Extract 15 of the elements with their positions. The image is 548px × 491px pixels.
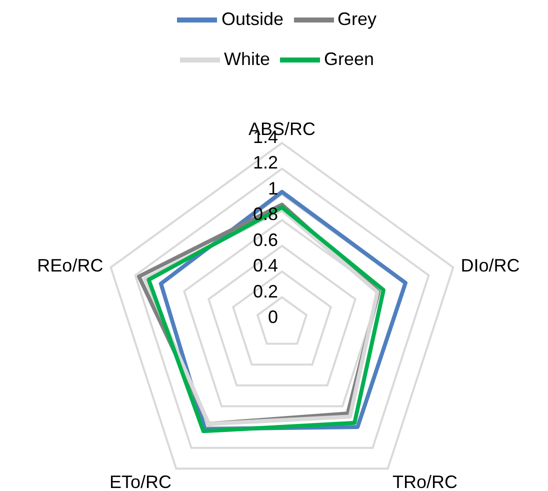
y-tick-label: 1.2	[252, 152, 278, 173]
y-tick-label: 0.8	[252, 204, 278, 224]
spoke-label: TRo/RC	[392, 472, 458, 491]
spoke-label: ETo/RC	[109, 472, 172, 491]
y-tick-label: 0.2	[252, 281, 278, 302]
legend-label: Green	[324, 48, 374, 69]
y-tick-label: 0.6	[252, 230, 278, 250]
legend-label: White	[224, 48, 270, 69]
spoke-label: REo/RC	[37, 255, 104, 276]
spoke-label: DIo/RC	[460, 255, 520, 276]
y-tick-label: 0.4	[252, 256, 278, 276]
legend-label: Outside	[221, 8, 284, 29]
legend-label: Grey	[338, 8, 377, 29]
y-tick-label: 1	[268, 178, 278, 198]
y-tick-label: 0	[268, 307, 278, 327]
